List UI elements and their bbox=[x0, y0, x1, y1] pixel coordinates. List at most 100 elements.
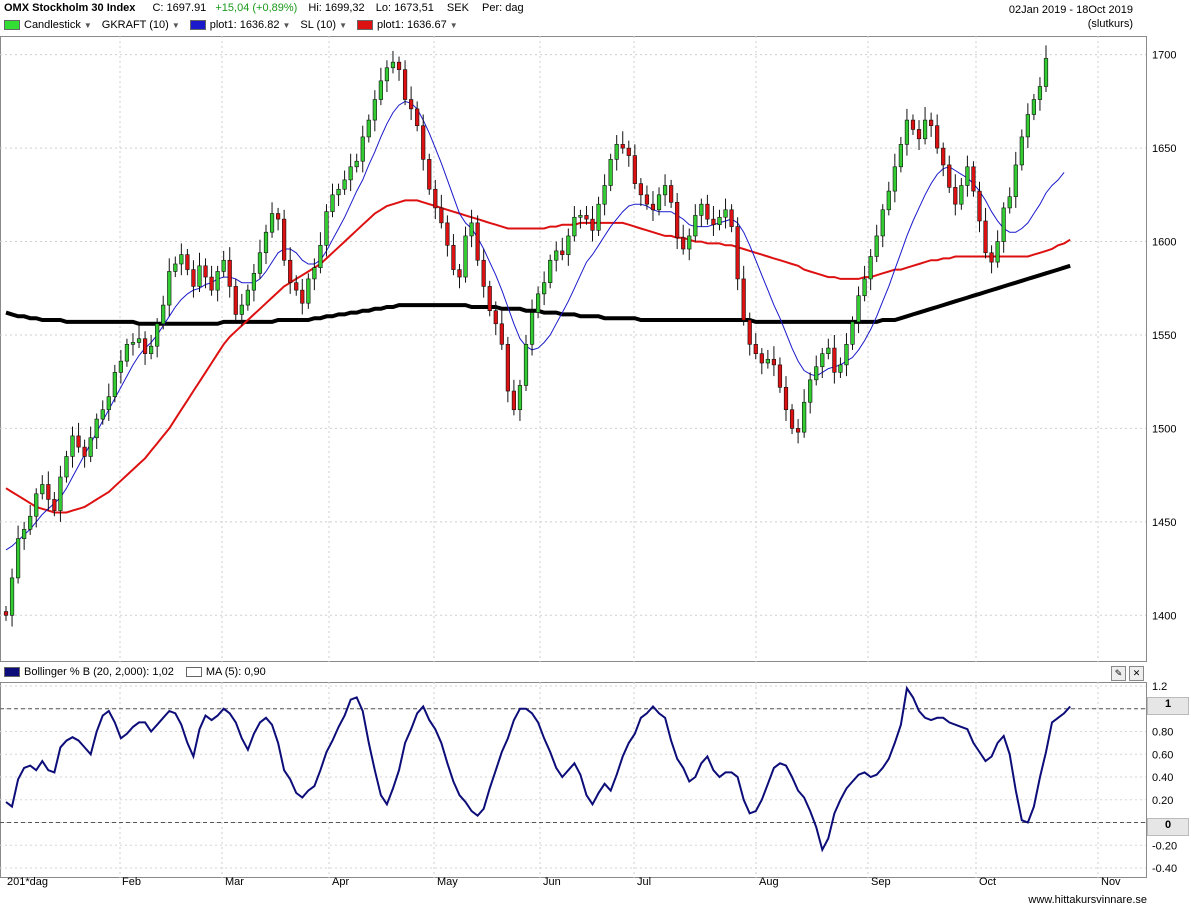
wrench-icon[interactable]: ✎ bbox=[1111, 666, 1126, 681]
legend-sl[interactable]: SL (10) ▼ bbox=[300, 19, 347, 31]
candle-body bbox=[294, 282, 299, 291]
candle-body bbox=[675, 202, 680, 239]
candle-body bbox=[638, 183, 643, 196]
candle-body bbox=[9, 577, 15, 616]
candle-body bbox=[457, 269, 462, 278]
x-tick-label: Mar bbox=[225, 876, 244, 888]
candle-body bbox=[935, 125, 940, 149]
candle-body bbox=[481, 259, 486, 287]
candle-body bbox=[34, 493, 39, 517]
candle-body bbox=[989, 252, 994, 263]
candle-body bbox=[167, 271, 172, 306]
candle-body bbox=[971, 166, 976, 192]
candle-body bbox=[632, 155, 637, 184]
candle-body bbox=[614, 144, 619, 160]
close-icon[interactable]: ✕ bbox=[1129, 666, 1144, 681]
bollinger-chart[interactable]: -0.40 -0.20 0.20 0.40 0.60 0.80 1.2 bbox=[0, 682, 1191, 878]
candle-body bbox=[747, 319, 752, 345]
candle-body bbox=[312, 267, 317, 280]
legend-gkraft[interactable]: GKRAFT (10) ▼ bbox=[101, 19, 180, 31]
candle-body bbox=[681, 237, 686, 250]
candle-body bbox=[306, 278, 311, 304]
y-tick-label: 0.40 bbox=[1152, 772, 1173, 784]
bollinger-legend: Bollinger % B (20, 2,000): 1,02 MA (5): … bbox=[4, 666, 266, 678]
x-tick-label: 201*dag bbox=[7, 876, 48, 888]
ma-red-line bbox=[5, 199, 1071, 514]
candle-body bbox=[608, 159, 613, 186]
candle-body bbox=[475, 222, 480, 261]
candle-body bbox=[22, 529, 27, 539]
candle-body bbox=[511, 390, 517, 411]
candle-body bbox=[433, 188, 438, 209]
candle-body bbox=[832, 347, 837, 373]
candle-body bbox=[759, 353, 764, 364]
candle-body bbox=[1031, 99, 1037, 115]
candle-body bbox=[149, 345, 154, 354]
candle-body bbox=[173, 263, 178, 272]
candle-body bbox=[874, 235, 879, 257]
candle-body bbox=[650, 203, 656, 211]
legend-swatch bbox=[356, 20, 373, 30]
candle-body bbox=[58, 476, 63, 511]
candle-body bbox=[136, 338, 142, 343]
candle-body bbox=[965, 166, 970, 186]
x-axis: 201*dag Feb Mar Apr May Jun Jul Aug Sep Oct Nov bbox=[0, 876, 1150, 890]
candle-body bbox=[142, 338, 148, 354]
candle-body bbox=[324, 211, 329, 246]
candle-body bbox=[898, 144, 903, 168]
candle-body bbox=[765, 358, 770, 364]
candle-body bbox=[100, 409, 105, 420]
candle-body bbox=[795, 428, 801, 433]
candle-body bbox=[130, 342, 136, 345]
candle-body bbox=[46, 484, 51, 500]
x-tick-label: Oct bbox=[979, 876, 997, 888]
high-value: Hi: 1699,32 bbox=[308, 2, 365, 14]
chevron-down-icon[interactable]: ▼ bbox=[449, 20, 458, 30]
candle-body bbox=[421, 125, 426, 160]
footer-url[interactable]: www.hittakursvinnare.se bbox=[1028, 894, 1147, 906]
candle-body bbox=[227, 259, 232, 287]
candle-body bbox=[76, 435, 81, 448]
legend-plot1-red[interactable]: plot1: 1636.67 ▼ bbox=[356, 19, 458, 31]
candle-body bbox=[517, 385, 523, 411]
candle-body bbox=[378, 80, 383, 100]
candle-body bbox=[209, 276, 214, 291]
candle-body bbox=[995, 241, 1000, 263]
candle-body bbox=[904, 119, 910, 145]
candle-body bbox=[529, 312, 535, 345]
candle-body bbox=[263, 231, 269, 254]
candle-body bbox=[705, 203, 710, 220]
candle-body bbox=[439, 207, 444, 224]
candle-body bbox=[360, 136, 365, 162]
chevron-down-icon[interactable]: ▼ bbox=[282, 20, 291, 30]
candle-body bbox=[723, 209, 728, 218]
candle-body bbox=[711, 218, 716, 226]
candle-body bbox=[1019, 136, 1024, 166]
candle-body bbox=[717, 216, 722, 226]
candle-body bbox=[959, 185, 964, 205]
candle-body bbox=[155, 323, 160, 347]
candle-body bbox=[451, 244, 456, 270]
candle-body bbox=[662, 185, 668, 196]
x-tick-label: Apr bbox=[332, 876, 350, 888]
candle-body bbox=[390, 61, 396, 69]
candle-body bbox=[384, 67, 390, 82]
legend-candlestick[interactable]: Candlestick ▼ bbox=[4, 19, 92, 31]
candle-body bbox=[535, 293, 541, 313]
chevron-down-icon[interactable]: ▼ bbox=[171, 20, 180, 30]
badge-one: 1 bbox=[1147, 697, 1189, 715]
price-chart[interactable]: 1400 1450 1500 1550 1600 1650 1700 bbox=[0, 36, 1191, 662]
candle-body bbox=[245, 289, 250, 306]
candle-body bbox=[560, 250, 565, 255]
candle-body bbox=[620, 144, 625, 149]
chevron-down-icon[interactable]: ▼ bbox=[339, 20, 347, 30]
candle-body bbox=[602, 185, 607, 205]
x-tick-label: Aug bbox=[759, 876, 779, 888]
candle-body bbox=[542, 282, 547, 295]
y-tick-label: 1600 bbox=[1152, 237, 1176, 249]
y-tick-label: 1700 bbox=[1152, 50, 1176, 62]
legend-plot1-blue[interactable]: plot1: 1636.82 ▼ bbox=[189, 19, 291, 31]
candle-body bbox=[844, 344, 849, 366]
candle-body bbox=[783, 387, 789, 411]
chevron-down-icon[interactable]: ▼ bbox=[83, 20, 92, 30]
